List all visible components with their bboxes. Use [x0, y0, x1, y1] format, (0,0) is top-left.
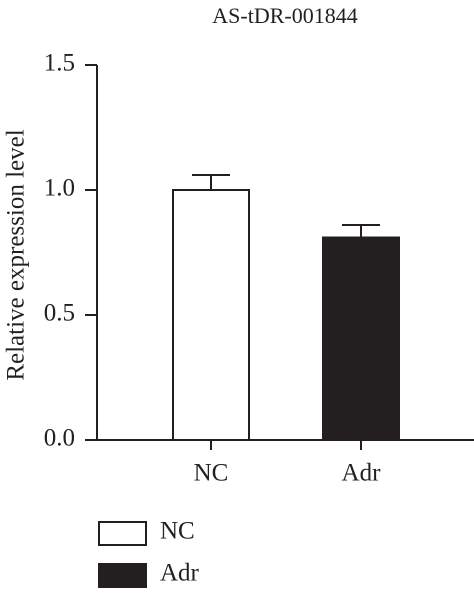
y-tick-label: 0.0 [44, 425, 75, 452]
legend-label: Adr [160, 560, 200, 587]
bar [322, 236, 400, 441]
legend-label: NC [160, 518, 195, 545]
chart-title: AS-tDR-001844 [212, 3, 357, 28]
y-tick-label: 0.5 [44, 300, 75, 327]
y-tick-label: 1.5 [44, 50, 75, 77]
legend-swatch [98, 563, 147, 588]
y-tick-label: 1.0 [44, 175, 75, 202]
x-tick-label: Adr [342, 460, 382, 487]
x-tick-label: NC [194, 460, 229, 487]
legend-swatch [98, 521, 147, 546]
y-axis-label: Relative expression level [3, 129, 30, 380]
bar [172, 189, 250, 441]
